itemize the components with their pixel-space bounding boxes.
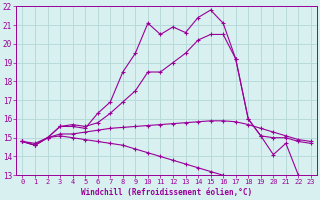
X-axis label: Windchill (Refroidissement éolien,°C): Windchill (Refroidissement éolien,°C) xyxy=(81,188,252,197)
